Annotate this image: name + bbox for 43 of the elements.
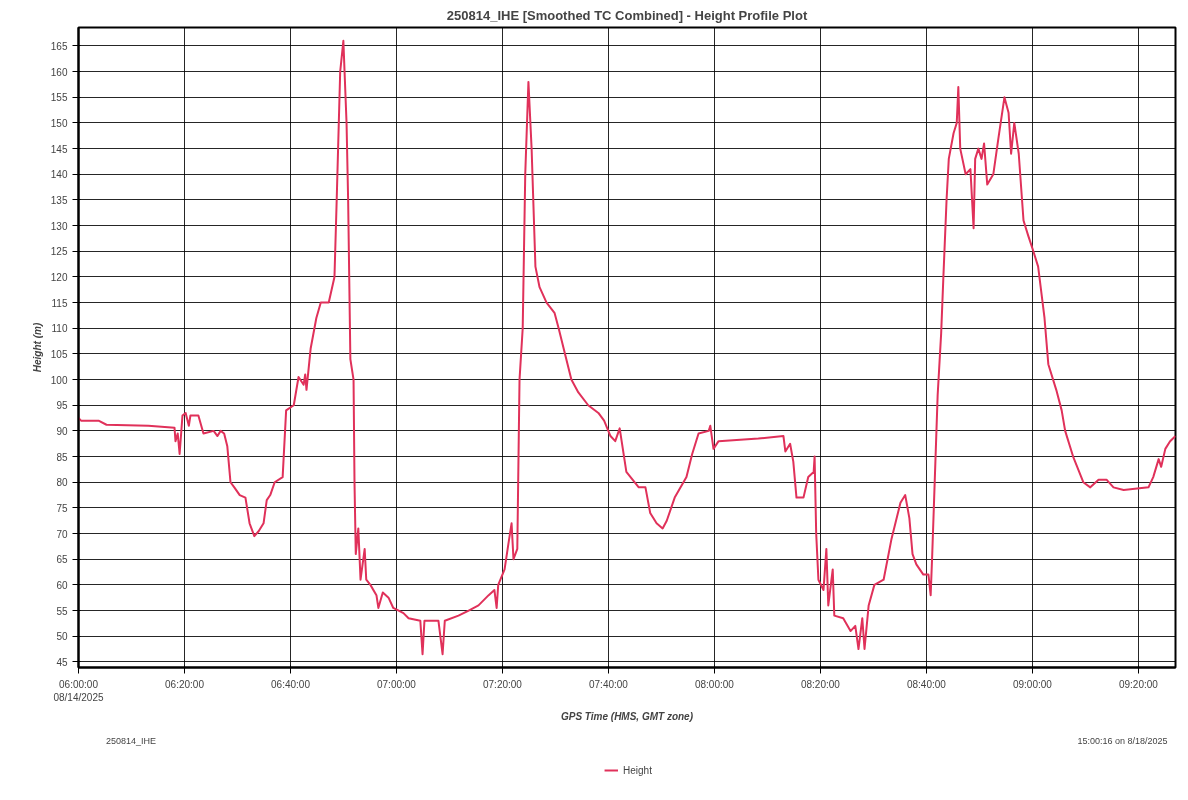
x-tick-label: 07:40:00: [589, 678, 629, 690]
text: 15:00:16 on 8/18/2025: [1077, 735, 1168, 746]
chart-title: 250814_IHE [Smoothed TC Combined] - Height Profile Plot: [446, 7, 808, 23]
y-tick-label: 75: [56, 502, 68, 514]
x-axis-title: GPS Time (HMS, GMT zone): [560, 710, 694, 722]
x-tick-label: 07:20:00: [482, 678, 523, 690]
y-tick-label: 130: [50, 220, 68, 232]
text: 250814_IHE: [106, 735, 157, 746]
x-tick-label: 08:20:00: [800, 678, 841, 690]
y-tick-label: 85: [56, 451, 68, 463]
y-tick-label: 120: [50, 271, 68, 283]
y-tick-label: 70: [56, 528, 68, 540]
x-tick-label: 06:20:00: [165, 678, 205, 690]
y-tick-label: 45: [56, 656, 68, 668]
y-tick-label: 150: [50, 117, 68, 129]
x-tick-label: 09:20:00: [1118, 678, 1159, 690]
y-tick-label: 60: [56, 579, 68, 591]
x-tick-label: 08:40:00: [906, 678, 947, 690]
x-tick-label: 06:00:00 08/14/2025: [53, 678, 104, 703]
y-tick-label: 155: [50, 92, 68, 104]
y-tick-label: 65: [56, 554, 68, 566]
y-tick-label: 55: [56, 605, 68, 617]
x-tick-label: 07:00:00: [377, 678, 417, 690]
y-tick-label: 95: [56, 400, 68, 412]
y-tick-label: 80: [56, 477, 68, 489]
y-tick-label: 135: [50, 194, 68, 206]
y-tick-label: 160: [50, 66, 68, 78]
y-tick-label: 50: [56, 631, 68, 643]
y-tick-label: 145: [50, 143, 68, 155]
y-tick-label: 110: [51, 323, 68, 335]
x-tick-label: 06:40:00: [271, 678, 311, 690]
y-tick-label: 90: [56, 425, 68, 437]
y-tick-label: 100: [50, 374, 68, 386]
y-tick-label: 125: [50, 246, 68, 258]
y-tick-label: 115: [51, 297, 68, 309]
y-tick-label: 105: [50, 348, 68, 360]
x-tick-label: 09:00:00: [1012, 678, 1053, 690]
line-series: [78, 39, 1176, 656]
legend-label: Height: [623, 764, 652, 776]
y-tick-label: 165: [50, 40, 68, 52]
x-tick-label: 08:00:00: [694, 678, 735, 690]
y-tick-label: 140: [50, 169, 68, 181]
y-axis-title: Height (m): [31, 322, 43, 373]
